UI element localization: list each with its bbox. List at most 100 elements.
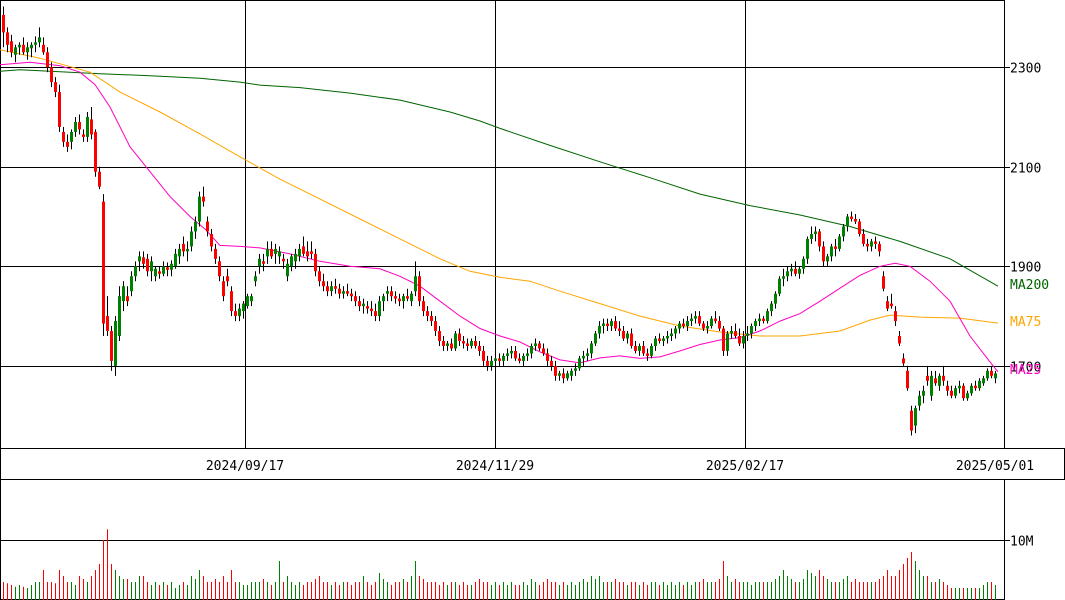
- candle-body-up: [654, 338, 657, 346]
- candlestick: [766, 308, 769, 324]
- candlestick: [162, 261, 165, 277]
- candlestick: [682, 318, 685, 329]
- candle-body-down: [886, 301, 889, 309]
- candle-body-down: [866, 243, 869, 247]
- candlestick: [694, 311, 697, 324]
- candlestick: [650, 343, 653, 359]
- candle-body-up: [278, 251, 281, 257]
- candle-body-up: [626, 333, 629, 339]
- candlestick: [578, 355, 581, 371]
- candlestick: [18, 42, 21, 55]
- candle-body-up: [258, 258, 261, 267]
- candlestick: [954, 385, 957, 399]
- candlestick: [426, 306, 429, 322]
- candle-body-up: [34, 42, 37, 45]
- candlestick: [422, 296, 425, 317]
- candle-body-down: [226, 276, 229, 282]
- candlestick: [678, 321, 681, 334]
- candle-body-up: [598, 326, 601, 334]
- candlestick: [446, 340, 449, 351]
- candle-body-down: [418, 276, 421, 302]
- candlestick: [666, 331, 669, 344]
- candle-body-up: [330, 286, 333, 292]
- candle-body-up: [298, 248, 301, 257]
- candlestick: [738, 328, 741, 346]
- candlestick: [802, 256, 805, 274]
- candlestick: [314, 248, 317, 277]
- candlestick: [742, 331, 745, 349]
- candle-body-down: [934, 378, 937, 384]
- candlestick: [418, 271, 421, 307]
- candlestick: [42, 37, 45, 55]
- candle-body-down: [398, 298, 401, 302]
- candlestick: [638, 343, 641, 356]
- candle-body-down: [862, 233, 865, 244]
- candlestick: [122, 281, 125, 312]
- candlestick: [806, 236, 809, 264]
- candle-body-up: [806, 238, 809, 259]
- candle-body-down: [854, 219, 857, 222]
- candlestick: [158, 266, 161, 279]
- candle-body-down: [42, 44, 45, 53]
- candle-body-up: [470, 340, 473, 346]
- candle-body-down: [894, 311, 897, 322]
- candlestick: [282, 253, 285, 269]
- candlestick: [790, 263, 793, 277]
- candlestick: [178, 243, 181, 264]
- candle-body-down: [906, 370, 909, 389]
- candlestick: [874, 236, 877, 249]
- candle-body-up: [574, 368, 577, 371]
- candle-body-up: [842, 226, 845, 237]
- candlestick: [834, 238, 837, 257]
- candle-body-down: [62, 131, 65, 142]
- candlestick: [482, 345, 485, 366]
- candlestick: [846, 214, 849, 232]
- candlestick: [514, 345, 517, 361]
- candle-body-down: [54, 82, 57, 93]
- candlestick: [882, 271, 885, 292]
- candlestick: [342, 286, 345, 299]
- candle-body-down: [146, 258, 149, 272]
- candlestick: [866, 238, 869, 252]
- candlestick: [250, 293, 253, 307]
- candlestick: [442, 336, 445, 351]
- candlestick: [374, 303, 377, 322]
- candlestick: [406, 288, 409, 302]
- candlestick: [478, 340, 481, 356]
- candle-body-down: [110, 331, 113, 361]
- candle-body-down: [22, 44, 25, 53]
- candlestick: [82, 129, 85, 142]
- candlestick: [606, 318, 609, 332]
- candlestick: [518, 353, 521, 364]
- candle-body-down: [738, 336, 741, 344]
- candle-body-up: [26, 47, 29, 53]
- candle-body-down: [618, 328, 621, 332]
- price-tick-label: 2300: [1010, 62, 1041, 77]
- candlestick: [646, 348, 649, 361]
- candle-body-up: [650, 345, 653, 356]
- candle-body-down: [946, 385, 949, 391]
- candle-body-up: [130, 276, 133, 292]
- price-tick-label: 1700: [1010, 361, 1041, 376]
- candlestick: [730, 326, 733, 339]
- candle-body-down: [942, 375, 945, 381]
- candle-body-up: [190, 231, 193, 247]
- candle-body-down: [850, 216, 853, 220]
- candlestick: [182, 236, 185, 257]
- candlestick: [398, 293, 401, 307]
- candlestick: [242, 301, 245, 319]
- candle-body-down: [422, 301, 425, 312]
- candlestick: [566, 370, 569, 381]
- candlestick: [810, 226, 813, 244]
- candlestick: [686, 316, 689, 332]
- candlestick: [586, 348, 589, 361]
- candlestick: [54, 77, 57, 98]
- candlestick: [486, 355, 489, 371]
- candlestick: [334, 278, 337, 294]
- volume-plot-frame: [0, 479, 1005, 600]
- candlestick: [174, 248, 177, 269]
- price-tick-label: 1900: [1010, 261, 1041, 276]
- legend-ma200: MA200: [1010, 278, 1049, 293]
- candle-body-down: [394, 296, 397, 299]
- candle-body-down: [714, 318, 717, 322]
